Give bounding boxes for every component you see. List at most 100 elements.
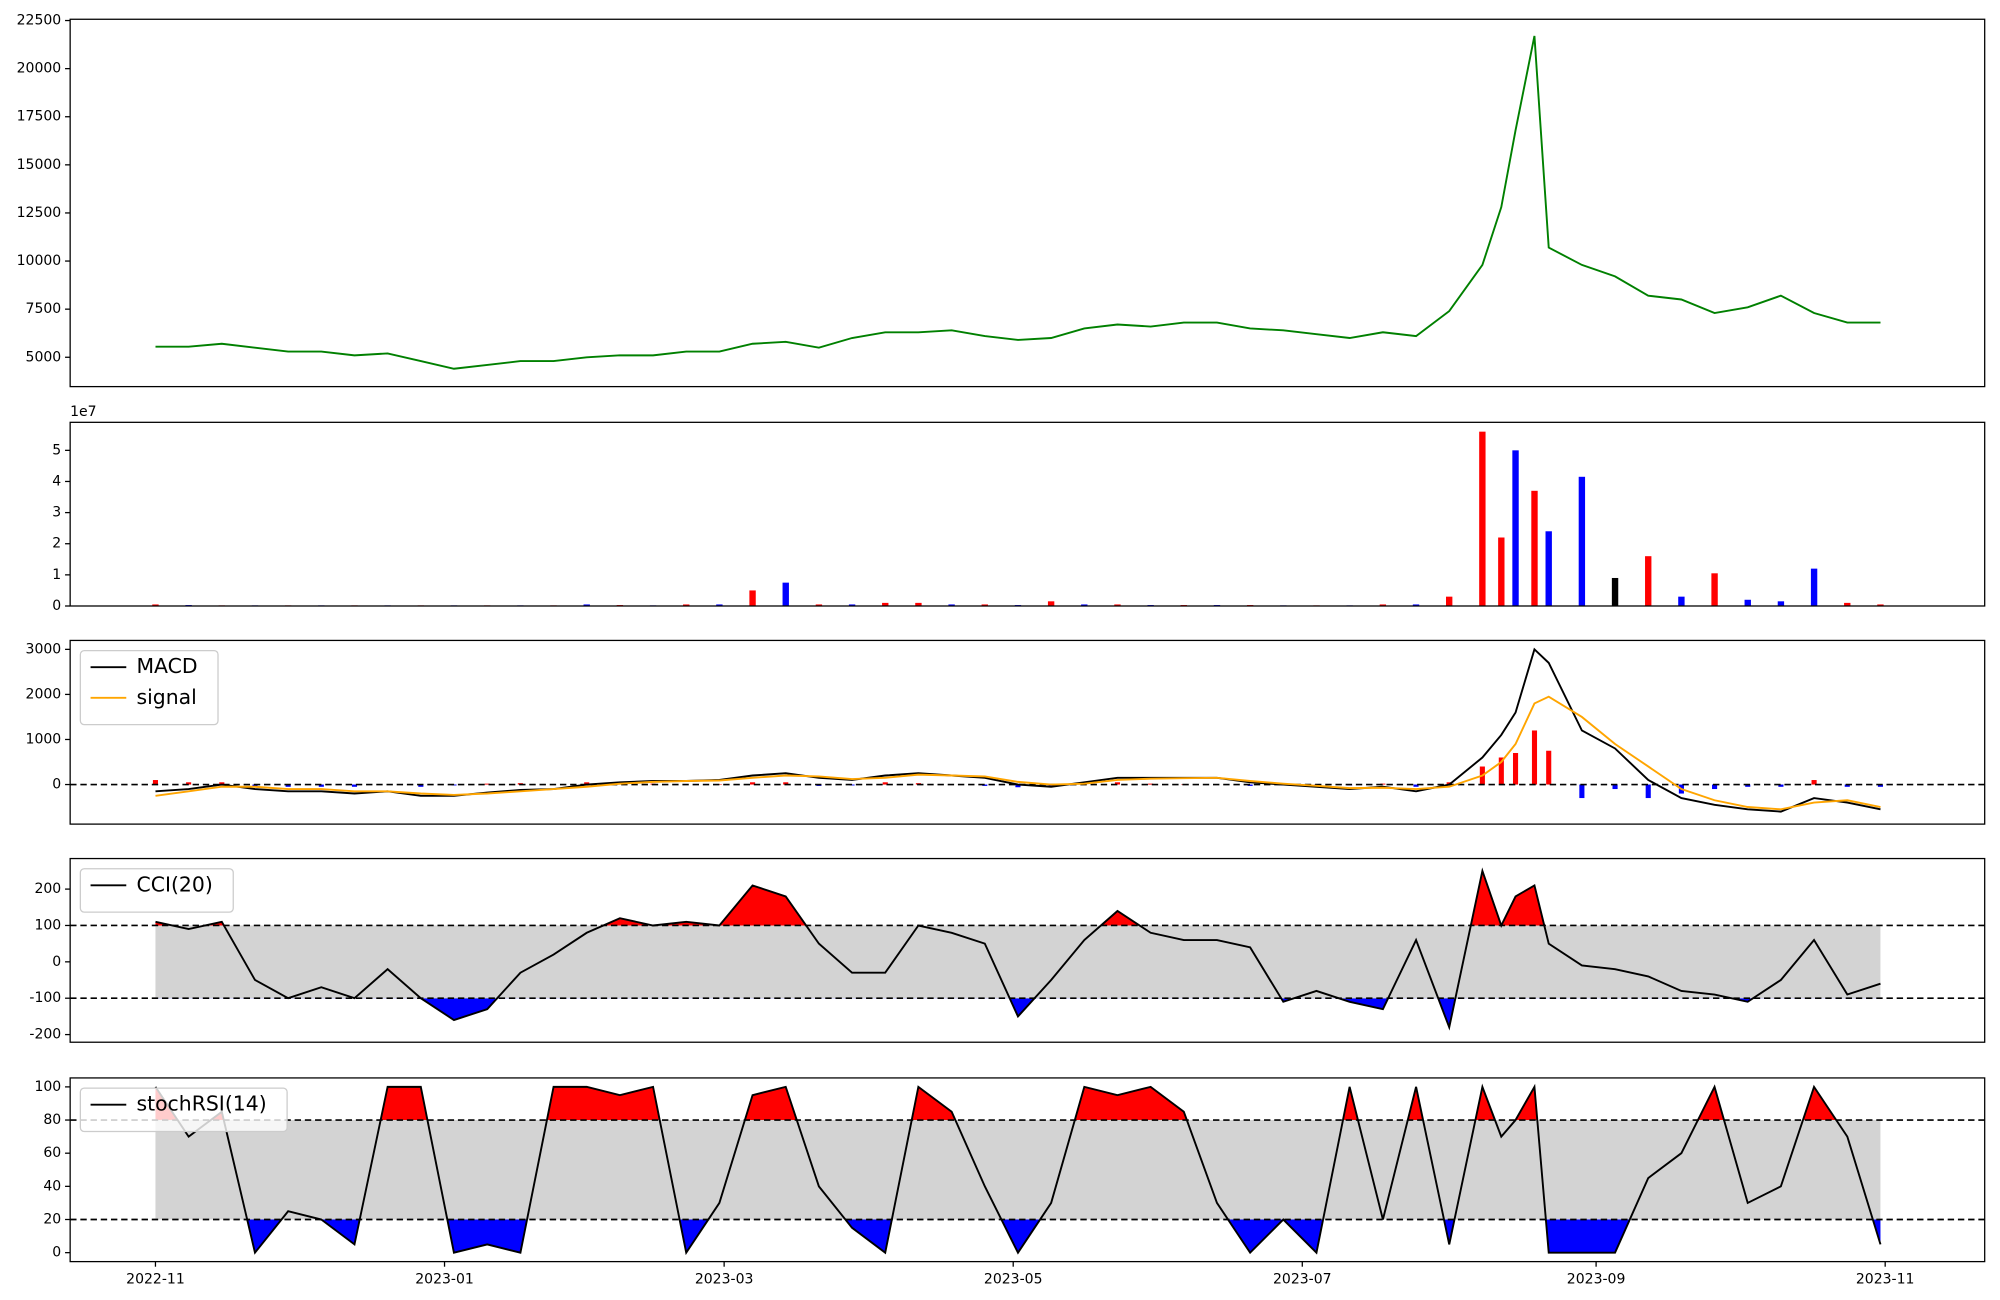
histogram-bar [318,784,324,787]
bar [1810,568,1818,606]
y-tick-label: 0 [52,1245,61,1261]
y-tick-label: 15000 [17,157,62,173]
legend-box [79,650,219,726]
frame [69,18,1986,388]
histogram-bar [1512,752,1519,785]
bar [152,604,159,606]
legend-box [79,868,234,913]
line [155,35,1881,370]
line [154,1083,1882,1256]
y-tick-label: 80 [43,1112,61,1128]
y-tick-label: -200 [29,1027,61,1043]
y-tick-label: 4 [52,473,61,489]
histogram-bar [1148,783,1154,785]
band [155,925,1881,999]
histogram-bar [1114,782,1121,785]
bar [1479,431,1486,606]
histogram-bar [1413,784,1419,787]
histogram-bar [1546,750,1552,785]
legend: stochRSI(14) [79,1087,288,1133]
panel: -200 -100 0 100 200 CCI(20) [29,857,1986,1043]
bar [882,602,889,606]
y-tick-label: 22500 [17,13,62,29]
y-tick-label: 5000 [26,349,62,365]
y-tick-label: 100 [34,917,61,933]
fill-above [155,870,1881,926]
x-tick-label: 2023-03 [695,1271,754,1287]
legend-box [79,1087,288,1133]
bar [782,582,789,606]
histogram-bar [1015,784,1021,788]
y-tick-label: 7500 [26,301,62,317]
histogram-bar [1579,784,1585,799]
band [155,1120,1881,1220]
fill-above [155,1086,1837,1121]
y-tick-label: 1 [52,567,61,583]
bar [981,604,988,606]
bar [1777,601,1785,606]
histogram-bar [1877,784,1883,787]
frame [69,639,1986,825]
bar [1412,604,1420,606]
y-offset-label: 1e7 [70,404,96,420]
y-tick-label: -100 [29,990,61,1006]
y-tick-label: 100 [34,1079,61,1095]
y-tick-label: 1000 [26,731,62,747]
y-tick-label: 2000 [26,686,62,702]
histogram-bar [1712,784,1718,790]
bar [716,604,723,606]
bar [1711,573,1718,606]
bar [1081,604,1088,606]
histogram-bar [1745,784,1751,787]
bar [1379,604,1387,606]
x-tick-label: 2023-05 [984,1271,1043,1287]
bar [1611,577,1619,606]
line [155,867,1881,1031]
panel: 0 1 2 3 4 5 1e7 [52,404,1986,614]
histogram-bar [584,782,590,785]
legend: MACD signal [79,650,219,726]
bar [1877,604,1884,606]
histogram-bar [982,784,988,786]
panel: 0 20 40 60 80 100 2022-11 2023-01 2023-03 2023-05… [34,1077,1986,1287]
bar [683,604,690,606]
x-tick-label: 2022-11 [126,1271,185,1287]
histogram-bar [285,784,291,787]
y-tick-label: 5 [52,442,61,458]
histogram-bar [1048,784,1054,787]
y-tick-label: 10000 [17,253,62,269]
x-tick-label: 2023-09 [1567,1271,1626,1287]
y-tick-label: 60 [43,1145,61,1161]
histogram-bar [418,784,424,787]
y-tick-label: 17500 [17,109,62,125]
bar [915,602,922,606]
histogram-bar [1811,780,1817,785]
legend-label: signal [136,685,196,709]
y-tick-label: 40 [43,1178,61,1194]
histogram-bar [1498,757,1504,785]
histogram-bar [219,782,225,785]
histogram-bar [783,782,789,785]
x-tick-label: 2023-01 [415,1271,474,1287]
legend-label: CCI(20) [136,872,212,896]
histogram-bar [252,784,258,787]
y-tick-label: 3 [52,505,61,521]
bar [1844,602,1851,606]
bar [1531,490,1538,606]
bar [1114,604,1121,606]
y-tick-label: 12500 [17,205,62,221]
bar [815,604,823,606]
y-tick-label: 2 [52,536,61,552]
bar [1744,599,1751,606]
histogram-bar [1844,784,1850,787]
bar [1678,596,1685,606]
legend-label: stochRSI(14) [136,1092,266,1116]
fill-below [247,1219,1881,1253]
line [155,647,1881,813]
histogram-bar [1778,784,1784,787]
y-tick-label: 0 [52,598,61,614]
panel: 5000 7500 10000 12500 15000 17500 20000 22500 [17,13,1986,388]
histogram-bar [1247,784,1253,786]
legend-label: MACD [136,654,197,678]
